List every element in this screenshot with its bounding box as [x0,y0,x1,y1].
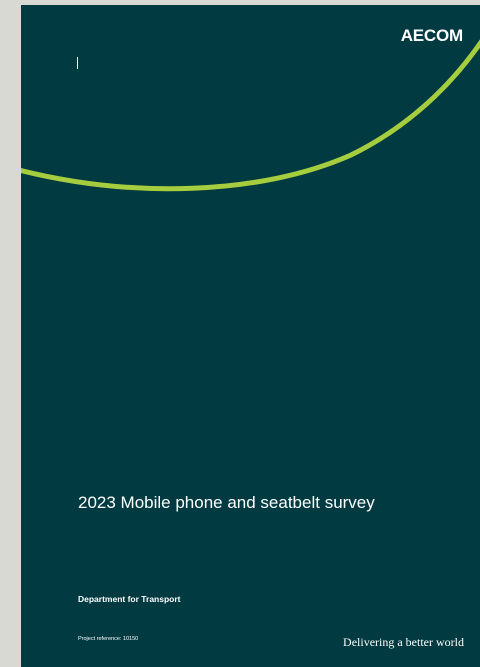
cover-page: AECOM 2023 Mobile phone and seatbelt sur… [21,5,480,667]
aecom-logo: AECOM [400,26,463,45]
text-cursor-mark [77,57,78,69]
project-reference: Project reference: 10150 [78,636,139,642]
green-arc-decoration [21,39,480,192]
organisation-name: Department for Transport [78,594,181,604]
report-title: 2023 Mobile phone and seatbelt survey [78,493,375,512]
company-tagline: Delivering a better world [343,635,464,649]
